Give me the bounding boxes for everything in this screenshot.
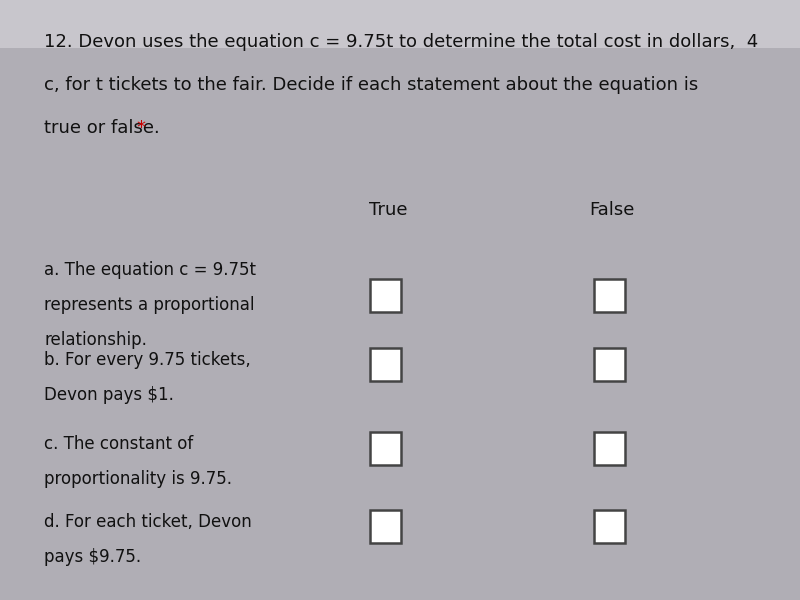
Bar bbox=[594, 511, 625, 544]
Text: pays $9.75.: pays $9.75. bbox=[44, 548, 141, 566]
Text: true or false.: true or false. bbox=[44, 119, 166, 137]
Text: d. For each ticket, Devon: d. For each ticket, Devon bbox=[44, 513, 252, 531]
Text: True: True bbox=[369, 201, 407, 219]
Bar bbox=[594, 349, 625, 382]
Text: False: False bbox=[590, 201, 634, 219]
Text: 12. Devon uses the equation c = 9.75t to determine the total cost in dollars,  4: 12. Devon uses the equation c = 9.75t to… bbox=[44, 33, 758, 51]
Bar bbox=[370, 433, 401, 466]
Text: represents a proportional: represents a proportional bbox=[44, 296, 254, 314]
Bar bbox=[594, 433, 625, 466]
Text: b. For every 9.75 tickets,: b. For every 9.75 tickets, bbox=[44, 351, 250, 369]
Text: a. The equation c = 9.75t: a. The equation c = 9.75t bbox=[44, 261, 256, 279]
Bar bbox=[0, 0, 800, 48]
Text: proportionality is 9.75.: proportionality is 9.75. bbox=[44, 470, 232, 488]
Text: *: * bbox=[136, 119, 145, 137]
Text: relationship.: relationship. bbox=[44, 331, 147, 349]
Text: Devon pays $1.: Devon pays $1. bbox=[44, 386, 174, 404]
Bar bbox=[370, 280, 401, 313]
Bar bbox=[594, 280, 625, 313]
Text: c, for t tickets to the fair. Decide if each statement about the equation is: c, for t tickets to the fair. Decide if … bbox=[44, 76, 698, 94]
Bar bbox=[370, 349, 401, 382]
Bar bbox=[370, 511, 401, 544]
Text: c. The constant of: c. The constant of bbox=[44, 435, 194, 453]
